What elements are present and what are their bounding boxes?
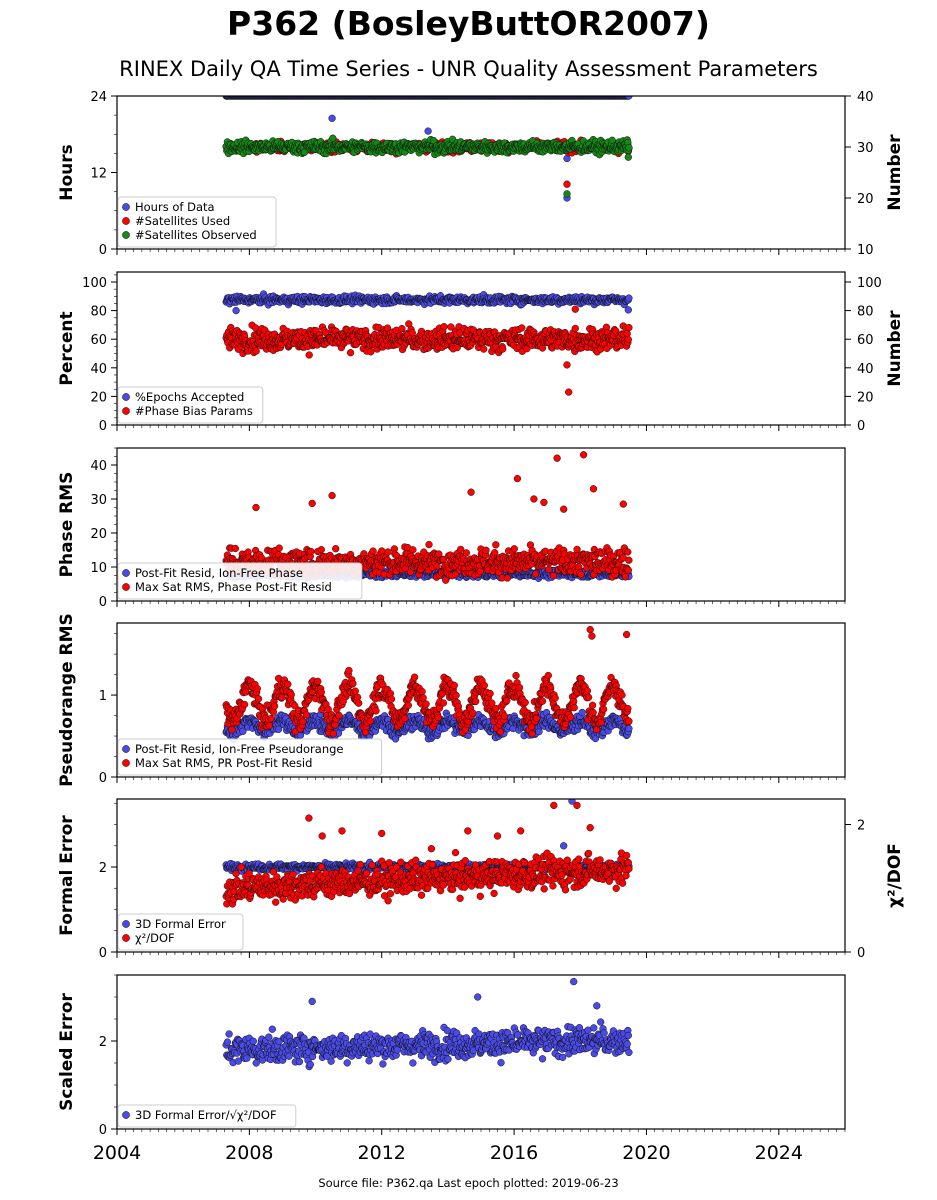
data-point — [482, 546, 490, 554]
data-point — [317, 546, 325, 554]
data-point — [480, 345, 488, 353]
y2-tick-label: 0 — [857, 419, 865, 434]
chart-subtitle: RINEX Daily QA Time Series - UNR Quality… — [119, 57, 818, 81]
legend: Hours of Data#Satellites Used#Satellites… — [117, 196, 277, 248]
data-point — [625, 294, 633, 302]
data-point — [518, 324, 526, 332]
data-point — [252, 347, 260, 355]
legend-label: Hours of Data — [135, 200, 215, 214]
y-tick-label: 60 — [90, 333, 107, 348]
data-point — [398, 324, 406, 333]
data-points — [222, 290, 633, 396]
data-point — [623, 329, 631, 338]
y2-axis-label: Number — [885, 310, 905, 387]
y-tick-label: 20 — [90, 390, 107, 405]
y2-tick-label: 80 — [857, 305, 874, 320]
data-point — [492, 541, 500, 549]
y-tick-label: 12 — [90, 167, 107, 182]
series-0 — [222, 96, 633, 202]
y2-tick-label: 40 — [857, 90, 874, 105]
data-point — [425, 540, 433, 549]
series-2 — [222, 134, 633, 198]
data-point — [384, 548, 392, 556]
y-tick-label: 100 — [82, 276, 107, 291]
data-point — [563, 361, 571, 369]
legend: %Epochs Accepted#Phase Bias Params — [117, 386, 264, 424]
panel-percent: 0 20 40 60 80 100 Percent 0 20 40 60 80 100 Number %Ep… — [57, 271, 905, 434]
data-point — [571, 324, 579, 333]
y2-tick-label: 20 — [857, 390, 874, 405]
y2-tick-label: 10 — [857, 243, 874, 258]
series-0 — [222, 290, 633, 315]
legend-marker — [122, 203, 130, 211]
legend-marker — [122, 231, 130, 239]
y-tick-label: 80 — [90, 305, 107, 320]
y-tick-label: 0 — [99, 243, 107, 258]
data-point — [563, 180, 571, 188]
y2-tick-label: 60 — [857, 333, 874, 348]
legend-label: #Satellites Used — [135, 214, 230, 228]
legend-marker — [122, 393, 130, 401]
data-point — [231, 544, 240, 553]
main-title: P362 (BosleyButtOR2007) — [227, 4, 710, 43]
data-point — [563, 190, 571, 198]
legend-box — [117, 196, 277, 248]
y-tick-label: 40 — [90, 362, 107, 377]
data-point — [346, 349, 355, 357]
y-tick-label: 24 — [90, 90, 107, 105]
data-point — [499, 345, 507, 353]
data-point — [565, 388, 573, 396]
data-point — [440, 323, 448, 331]
y2-axis-label: Number — [885, 134, 905, 211]
legend-marker — [122, 407, 130, 415]
data-point — [232, 306, 240, 315]
data-point — [625, 96, 633, 100]
data-point — [329, 134, 337, 142]
legend-label: #Phase Bias Params — [135, 404, 253, 418]
y2-tick-label: 40 — [857, 362, 874, 377]
data-point — [275, 544, 283, 552]
y-tick-label: 0 — [99, 419, 107, 434]
y-axis-label: Hours — [57, 144, 77, 201]
data-point — [424, 127, 432, 135]
data-point — [307, 547, 315, 556]
legend-label: #Satellites Observed — [135, 228, 257, 242]
data-point — [491, 549, 499, 557]
data-point — [369, 547, 377, 555]
data-point — [571, 305, 579, 313]
series-1 — [222, 305, 633, 396]
data-point — [510, 545, 518, 553]
y2-tick-label: 20 — [857, 192, 874, 207]
data-point — [332, 545, 340, 553]
data-point — [625, 323, 633, 332]
y2-tick-label: 100 — [857, 276, 882, 291]
data-point — [503, 574, 512, 582]
data-point — [305, 351, 313, 359]
data-point — [476, 567, 484, 575]
data-point — [563, 154, 571, 163]
legend-marker — [122, 217, 130, 225]
data-point — [624, 153, 632, 161]
data-point — [608, 136, 616, 144]
data-points — [222, 96, 633, 202]
data-point — [624, 335, 632, 344]
y2-tick-label: 30 — [857, 141, 874, 156]
data-point — [624, 306, 632, 314]
data-point — [462, 549, 471, 557]
legend-label: %Epochs Accepted — [135, 390, 244, 404]
data-point — [367, 348, 375, 356]
data-point — [409, 546, 417, 554]
data-point — [625, 144, 633, 152]
data-point — [328, 114, 336, 122]
y-axis-label: Percent — [57, 311, 77, 385]
